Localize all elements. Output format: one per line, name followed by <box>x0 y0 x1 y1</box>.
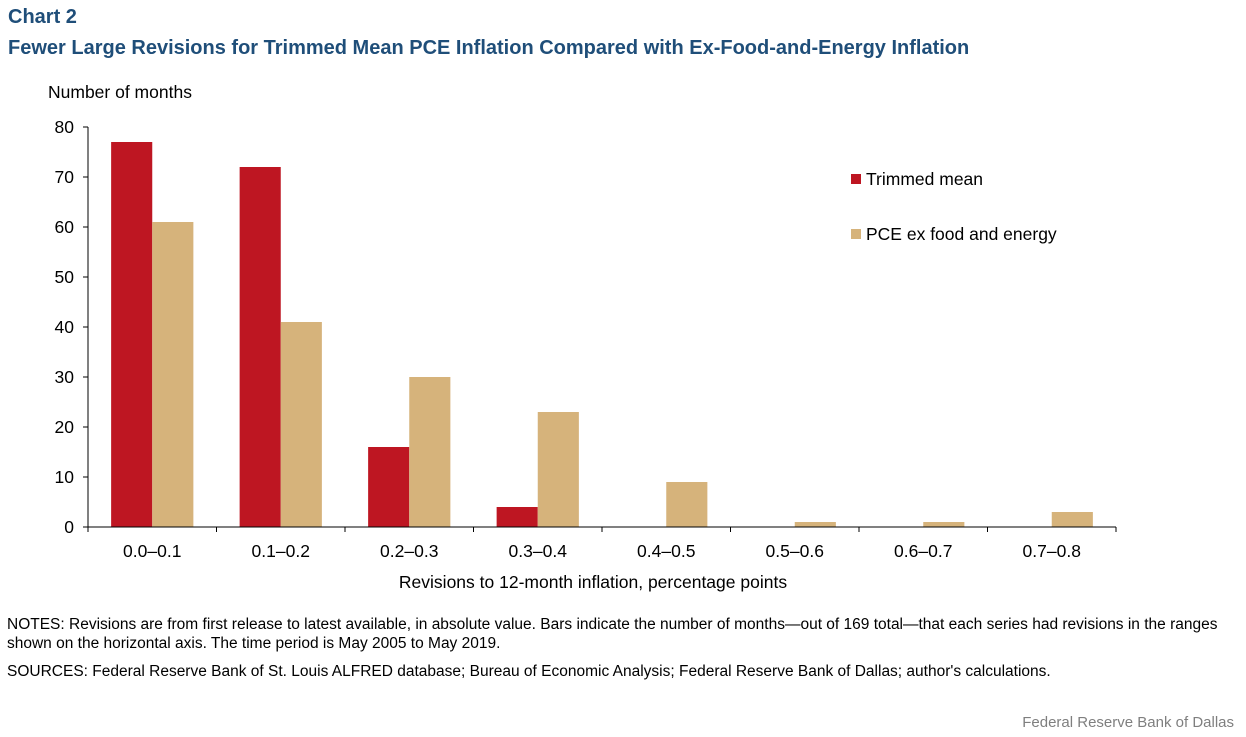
x-tick-label: 0.6–0.7 <box>894 541 952 561</box>
chart-sources: SOURCES: Federal Reserve Bank of St. Lou… <box>7 663 1051 680</box>
y-tick-label: 70 <box>55 167 75 187</box>
x-tick-label: 0.0–0.1 <box>123 541 181 561</box>
bar-pce-ex-food-energy-6 <box>923 522 965 527</box>
bar-pce-ex-food-energy-5 <box>794 522 836 527</box>
bar-pce-ex-food-energy-4 <box>666 482 708 527</box>
x-tick-label: 0.7–0.8 <box>1023 541 1081 561</box>
legend-swatch <box>851 229 861 239</box>
bar-trimmed-mean-2 <box>368 447 410 527</box>
y-tick-label: 80 <box>55 117 75 137</box>
y-tick-label: 60 <box>55 217 75 237</box>
legend-label: Trimmed mean <box>866 169 983 189</box>
x-tick-label: 0.2–0.3 <box>380 541 438 561</box>
x-axis: 0.0–0.1 0.1–0.2 0.2–0.3 0.3–0.4 0.4–0.5 0.5–0… <box>87 526 1117 561</box>
y-axis: 0 10 20 30 40 50 60 70 80 <box>55 117 89 537</box>
x-axis-label: Revisions to 12-month inflation, percent… <box>399 572 787 592</box>
bar-trimmed-mean-0 <box>111 142 153 527</box>
legend-swatch <box>851 174 861 184</box>
y-tick-label: 10 <box>55 467 75 487</box>
bar-pce-ex-food-energy-3 <box>537 412 579 527</box>
legend: Trimmed mean PCE ex food and energy <box>851 169 1057 244</box>
credit-line: Federal Reserve Bank of Dallas <box>1022 714 1234 731</box>
bar-pce-ex-food-energy-0 <box>152 222 194 527</box>
bar-trimmed-mean-3 <box>496 507 538 527</box>
y-tick-label: 50 <box>55 267 75 287</box>
chart-title: Fewer Large Revisions for Trimmed Mean P… <box>8 37 970 59</box>
y-tick-label: 30 <box>55 367 75 387</box>
y-tick-label: 40 <box>55 317 75 337</box>
chart-notes: NOTES: Revisions are from first release … <box>7 616 1218 652</box>
x-tick-label: 0.1–0.2 <box>252 541 310 561</box>
bar-pce-ex-food-energy-1 <box>280 322 322 527</box>
legend-label: PCE ex food and energy <box>866 224 1057 244</box>
x-tick-label: 0.5–0.6 <box>766 541 824 561</box>
y-tick-label: 20 <box>55 417 75 437</box>
bar-trimmed-mean-1 <box>239 167 281 527</box>
x-tick-label: 0.4–0.5 <box>637 541 695 561</box>
chart-label: Chart 2 <box>8 6 77 28</box>
y-axis-label: Number of months <box>48 82 192 102</box>
bar-pce-ex-food-energy-7 <box>1051 512 1093 527</box>
bar-series <box>111 142 1093 527</box>
y-tick-label: 0 <box>64 517 74 537</box>
x-tick-label: 0.3–0.4 <box>509 541 568 561</box>
bar-chart: Number of months 0 10 20 30 40 50 60 70 80 0.0–0… <box>48 82 1117 592</box>
bar-pce-ex-food-energy-2 <box>409 377 451 527</box>
